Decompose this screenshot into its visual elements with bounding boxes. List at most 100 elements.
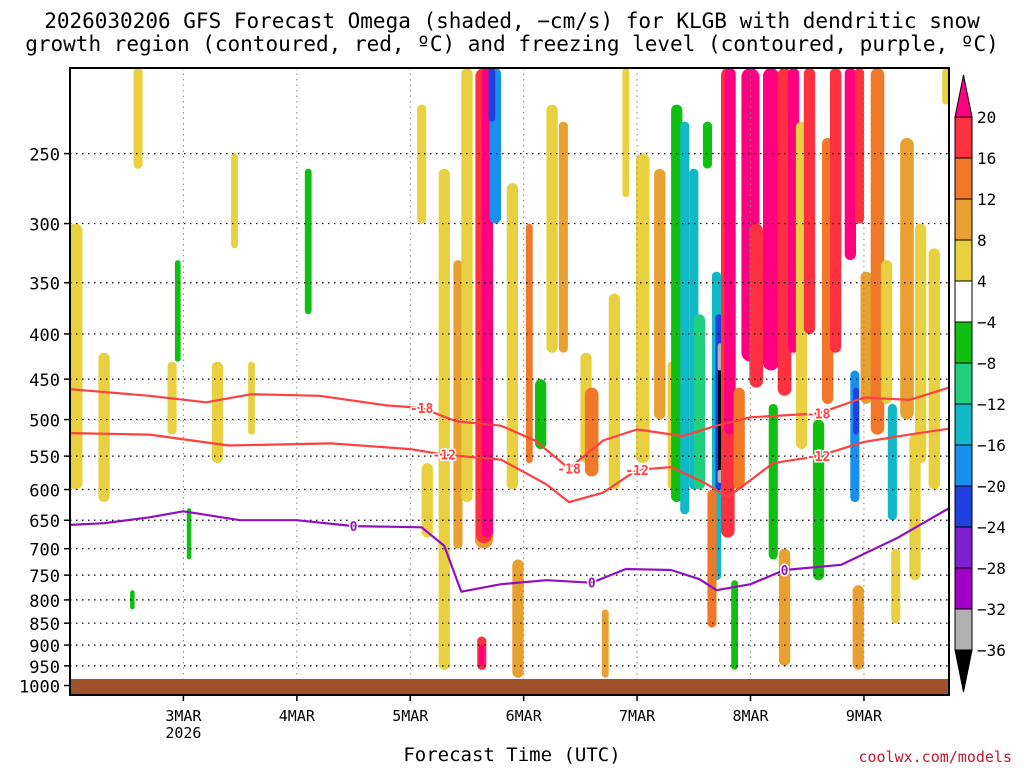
colorbar-bottom-arrow bbox=[954, 649, 973, 693]
omega-cell bbox=[763, 68, 779, 371]
omega-cell bbox=[693, 314, 706, 490]
pressure-axis: 2503003504004505005506006507007508008509… bbox=[19, 146, 70, 698]
x-tick-label: 4MAR bbox=[279, 707, 316, 725]
time-axis: 3MAR 4MAR 5MAR 6MAR 7MAR 8MAR 9MAR 2026 bbox=[165, 695, 883, 742]
omega-cell bbox=[829, 68, 842, 353]
omega-cell bbox=[130, 590, 135, 610]
omega-cell bbox=[546, 104, 558, 353]
y-tick-label: 550 bbox=[29, 448, 60, 468]
colorbar-label: −28 bbox=[977, 559, 1006, 578]
colorbar: 20 16 12 8 4 −4 −8 −12 −16 −20 −24 −28 −32 −36 bbox=[954, 74, 1006, 693]
contour-label: 0 bbox=[588, 577, 596, 592]
colorbar-top-arrow bbox=[954, 74, 973, 118]
y-tick-label: 950 bbox=[29, 658, 60, 678]
x-tick-label: 5MAR bbox=[392, 707, 429, 725]
omega-cell bbox=[724, 68, 736, 435]
contour-label: -12 bbox=[433, 449, 456, 464]
colorbar-label: −4 bbox=[977, 313, 996, 332]
omega-cell bbox=[133, 68, 143, 169]
omega-cell bbox=[803, 68, 816, 334]
omega-cell bbox=[248, 361, 255, 435]
contour-label: -12 bbox=[625, 464, 648, 479]
title-line-1: 2026030206 GFS Forecast Omega (shaded, −… bbox=[44, 9, 980, 33]
omega-cell bbox=[731, 580, 738, 670]
omega-cell bbox=[558, 121, 568, 353]
omega-cell bbox=[636, 153, 650, 463]
y-tick-label: 650 bbox=[29, 512, 60, 532]
y-tick-label: 900 bbox=[29, 637, 60, 657]
omega-cell bbox=[707, 489, 717, 628]
omega-cell bbox=[909, 434, 921, 581]
omega-cell bbox=[717, 343, 723, 371]
omega-cell bbox=[812, 419, 825, 581]
chart-title: 2026030206 GFS Forecast Omega (shaded, −… bbox=[0, 10, 1024, 56]
colorbar-bin bbox=[954, 157, 973, 200]
colorbar-bin bbox=[954, 362, 973, 405]
omega-cell bbox=[417, 104, 427, 224]
x-year-label: 2026 bbox=[165, 724, 201, 742]
contour-dgz-bottom bbox=[70, 427, 949, 504]
omega-cell bbox=[584, 387, 599, 477]
omega-cell bbox=[891, 548, 901, 624]
omega-cell bbox=[622, 68, 630, 198]
omega-cell bbox=[98, 352, 110, 503]
source-credit: coolwx.com/models bbox=[858, 748, 1012, 766]
omega-cell bbox=[601, 609, 609, 678]
x-tick-label: 9MAR bbox=[846, 707, 883, 725]
y-tick-label: 300 bbox=[29, 216, 60, 236]
omega-shading bbox=[70, 68, 949, 678]
contour-label: -18 bbox=[557, 462, 581, 477]
y-tick-label: 700 bbox=[29, 541, 60, 561]
colorbar-label: −20 bbox=[977, 477, 1006, 496]
colorbar-label: −12 bbox=[977, 395, 1006, 414]
omega-cell bbox=[887, 403, 897, 521]
omega-cell bbox=[512, 559, 524, 678]
contour-label: -18 bbox=[410, 402, 434, 417]
omega-cell bbox=[860, 271, 872, 404]
contour-freezing-level bbox=[70, 507, 949, 593]
y-tick-label: 600 bbox=[29, 482, 60, 502]
omega-cell bbox=[928, 248, 940, 490]
omega-cell bbox=[768, 403, 778, 560]
omega-cell bbox=[461, 68, 473, 503]
omega-cell bbox=[525, 223, 533, 464]
colorbar-bin bbox=[954, 608, 973, 651]
omega-cell bbox=[70, 223, 83, 490]
colorbar-label: −36 bbox=[977, 641, 1006, 660]
omega-cell bbox=[880, 260, 893, 404]
x-tick-label: 3MAR bbox=[165, 707, 202, 725]
omega-cell bbox=[231, 153, 238, 249]
contour-label: -12 bbox=[807, 450, 830, 465]
omega-cell bbox=[488, 68, 496, 122]
terrain-ground bbox=[70, 679, 949, 695]
colorbar-bin bbox=[954, 444, 973, 487]
contour-label: 0 bbox=[350, 520, 358, 535]
colorbar-bin bbox=[954, 280, 973, 323]
y-tick-label: 850 bbox=[29, 615, 60, 635]
contour-lines: -18 -18 -18 -12 -12 -12 0 0 0 bbox=[70, 386, 949, 593]
colorbar-bin bbox=[954, 403, 973, 446]
colorbar-label: −24 bbox=[977, 518, 1006, 537]
x-tick-label: 7MAR bbox=[619, 707, 656, 725]
omega-cell bbox=[778, 548, 791, 666]
omega-cell bbox=[942, 68, 949, 105]
contour-label: -18 bbox=[807, 407, 831, 422]
omega-cell bbox=[478, 645, 485, 666]
omega-cell bbox=[749, 223, 763, 388]
omega-cell bbox=[854, 68, 864, 224]
colorbar-bin bbox=[954, 485, 973, 528]
x-tick-label: 8MAR bbox=[732, 707, 769, 725]
omega-cell bbox=[844, 68, 856, 261]
omega-cell bbox=[915, 223, 927, 464]
y-tick-label: 1000 bbox=[19, 678, 60, 698]
x-tick-label: 6MAR bbox=[506, 707, 543, 725]
title-line-2: growth region (contoured, red, ºC) and f… bbox=[25, 32, 999, 56]
colorbar-bin bbox=[954, 239, 973, 282]
colorbar-label: 16 bbox=[977, 149, 996, 168]
colorbar-label: −8 bbox=[977, 354, 996, 373]
omega-cell bbox=[852, 585, 864, 670]
omega-cell bbox=[608, 293, 620, 490]
y-tick-label: 400 bbox=[29, 326, 60, 346]
omega-cell bbox=[671, 104, 683, 503]
